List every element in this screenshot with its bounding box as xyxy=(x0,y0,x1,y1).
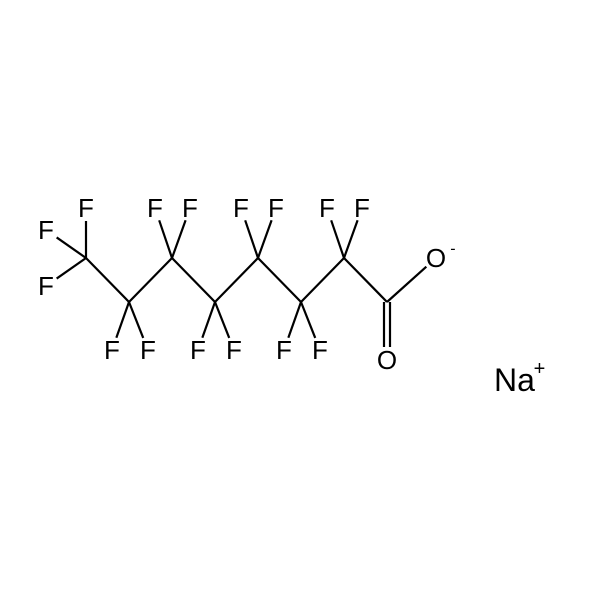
counterion-label: Na xyxy=(494,362,535,398)
atom-label-f: F xyxy=(312,335,328,365)
atom-label-f: F xyxy=(190,335,206,365)
atom-label-f: F xyxy=(233,193,249,223)
atom-label-f: F xyxy=(276,335,292,365)
molecule-diagram: FFFFFFFFFFFFFFFOO-Na+ xyxy=(0,0,600,600)
atom-label-f: F xyxy=(140,335,156,365)
atom-label-o: O xyxy=(377,345,397,375)
atom-label-f: F xyxy=(354,193,370,223)
atom-label-f: F xyxy=(147,193,163,223)
atom-label-f: F xyxy=(38,271,54,301)
atom-charge: - xyxy=(450,240,455,257)
atom-label-f: F xyxy=(38,215,54,245)
atom-label-f: F xyxy=(319,193,335,223)
atom-label-f: F xyxy=(268,193,284,223)
atom-label-f: F xyxy=(104,335,120,365)
atom-label-o: O xyxy=(426,243,446,273)
atom-label-f: F xyxy=(78,193,94,223)
atom-label-f: F xyxy=(226,335,242,365)
atom-label-f: F xyxy=(182,193,198,223)
counterion-charge: + xyxy=(534,358,546,380)
